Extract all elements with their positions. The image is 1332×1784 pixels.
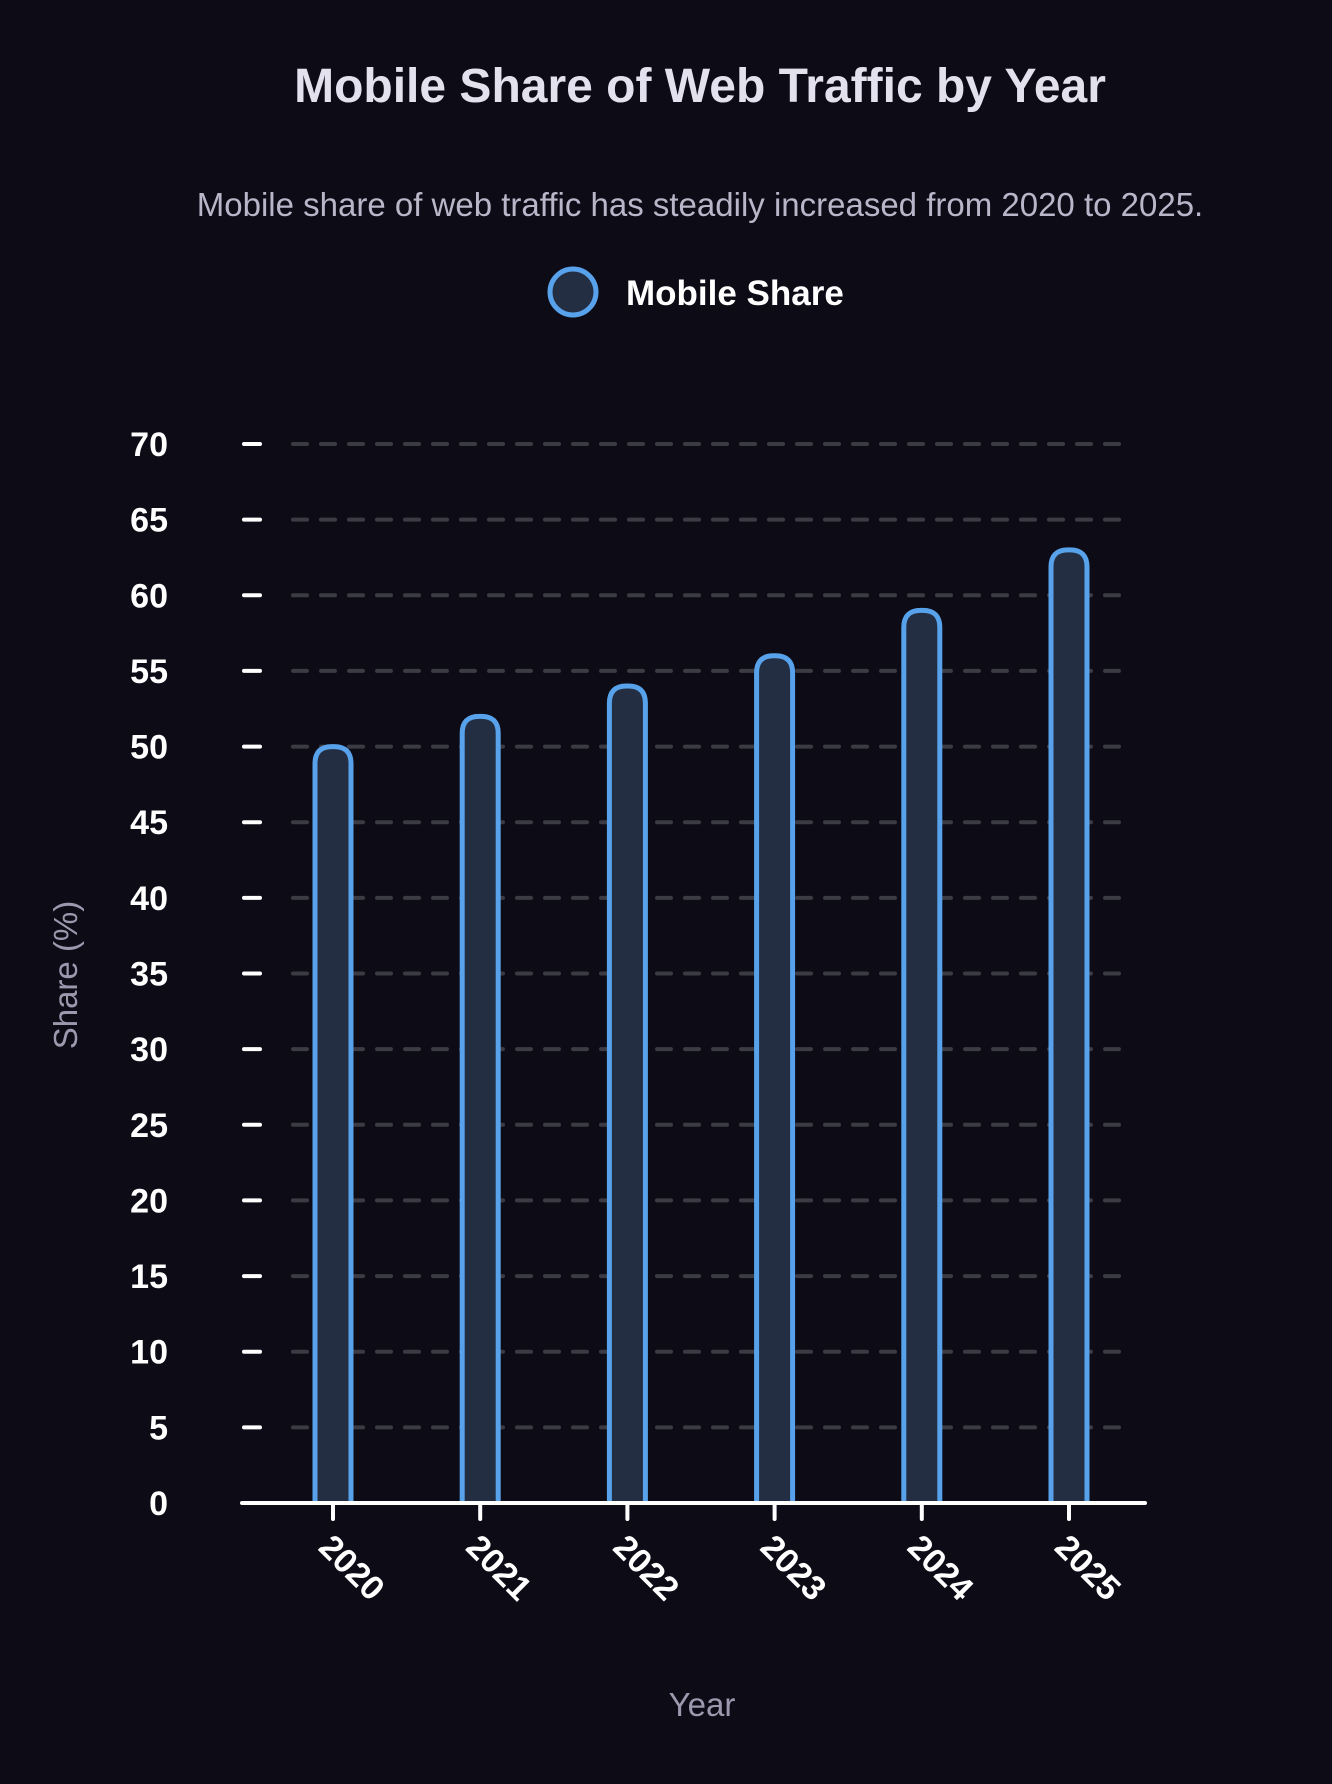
bar-2025 [1048,547,1090,1503]
y-tick-label: 0 [149,1485,168,1523]
y-tick-label: 65 [130,502,168,540]
x-tick-label: 2025 [1047,1528,1127,1608]
legend: Mobile Share [547,266,844,318]
y-tick-label: 25 [130,1107,168,1145]
bar-2020 [312,744,354,1503]
y-tick-label: 55 [130,653,168,691]
y-tick-label: 45 [130,804,168,842]
x-tick-label: 2021 [459,1528,539,1608]
bar-2021 [459,713,501,1503]
x-tick-label: 2023 [753,1528,833,1608]
x-tick-label: 2024 [900,1528,980,1608]
bar-2022 [606,683,648,1503]
grid-lines [291,442,1130,1430]
bars [312,547,1090,1503]
y-tick-label: 70 [130,426,168,464]
y-tick-label: 40 [130,880,168,918]
y-tick-label: 5 [149,1409,168,1447]
y-tick-label: 50 [130,729,168,767]
legend-label: Mobile Share [626,274,844,313]
x-tick-label: 2022 [606,1528,686,1608]
y-tick-label: 15 [130,1258,168,1296]
bar-2023 [754,653,796,1503]
chart-subtitle: Mobile share of web traffic has steadily… [197,186,1203,223]
y-tick-label: 30 [130,1031,168,1069]
y-tick-label: 20 [130,1182,168,1220]
x-axis: 2020 2021 2022 2023 2024 2025 [240,1501,1147,1608]
chart-title: Mobile Share of Web Traffic by Year [294,60,1106,113]
legend-swatch [547,266,599,318]
y-axis-title: Share (%) [47,901,84,1050]
x-axis-title: Year [669,1686,736,1723]
bar-2024 [901,607,943,1503]
y-tick-label: 10 [130,1334,168,1372]
x-tick-label: 2020 [311,1528,391,1608]
y-tick-label: 60 [130,577,168,615]
y-axis-ticks: 0 5 10 15 20 25 30 35 40 45 50 55 60 65 70 [130,426,262,1523]
y-tick-label: 35 [130,956,168,994]
